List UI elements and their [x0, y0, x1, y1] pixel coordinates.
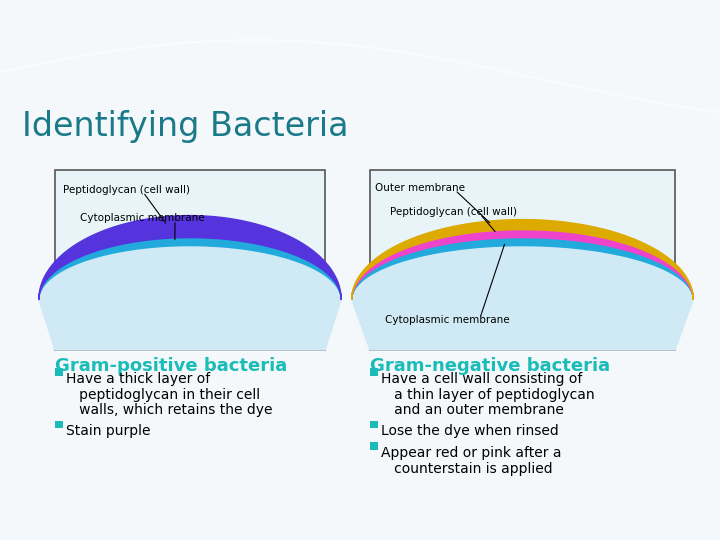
Text: Identifying Bacteria: Identifying Bacteria	[22, 110, 348, 143]
Text: and an outer membrane: and an outer membrane	[381, 403, 564, 417]
Text: Gram-negative bacteria: Gram-negative bacteria	[370, 357, 610, 375]
Bar	[370, 421, 377, 428]
Bar	[55, 170, 325, 350]
Polygon shape	[39, 246, 341, 350]
Text: Have a thick layer of: Have a thick layer of	[66, 372, 210, 386]
Text: Cytoplasmic membrane: Cytoplasmic membrane	[80, 213, 204, 223]
Text: Have a cell wall consisting of: Have a cell wall consisting of	[381, 372, 582, 386]
Text: a thin layer of peptidoglycan: a thin layer of peptidoglycan	[381, 388, 595, 402]
Text: Lose the dye when rinsed: Lose the dye when rinsed	[381, 424, 559, 438]
Text: peptidoglycan in their cell: peptidoglycan in their cell	[66, 388, 260, 402]
Bar	[370, 170, 675, 350]
Bar	[370, 368, 377, 375]
Text: Stain purple: Stain purple	[66, 424, 150, 438]
Polygon shape	[39, 215, 341, 300]
Polygon shape	[351, 238, 693, 300]
Text: Gram-positive bacteria: Gram-positive bacteria	[55, 357, 287, 375]
Text: Cytoplasmic membrane: Cytoplasmic membrane	[385, 315, 510, 325]
Polygon shape	[351, 230, 693, 300]
Bar	[55, 421, 63, 428]
Polygon shape	[351, 220, 693, 300]
Text: walls, which retains the dye: walls, which retains the dye	[66, 403, 272, 417]
Text: Outer membrane: Outer membrane	[375, 183, 465, 193]
Text: Appear red or pink after a: Appear red or pink after a	[381, 446, 562, 460]
Bar	[55, 368, 63, 375]
Polygon shape	[351, 246, 693, 350]
Polygon shape	[39, 238, 341, 300]
Text: counterstain is applied: counterstain is applied	[381, 462, 553, 476]
Bar	[370, 442, 377, 449]
Text: Peptidoglycan (cell wall): Peptidoglycan (cell wall)	[63, 185, 190, 195]
Text: Peptidoglycan (cell wall): Peptidoglycan (cell wall)	[390, 207, 517, 217]
